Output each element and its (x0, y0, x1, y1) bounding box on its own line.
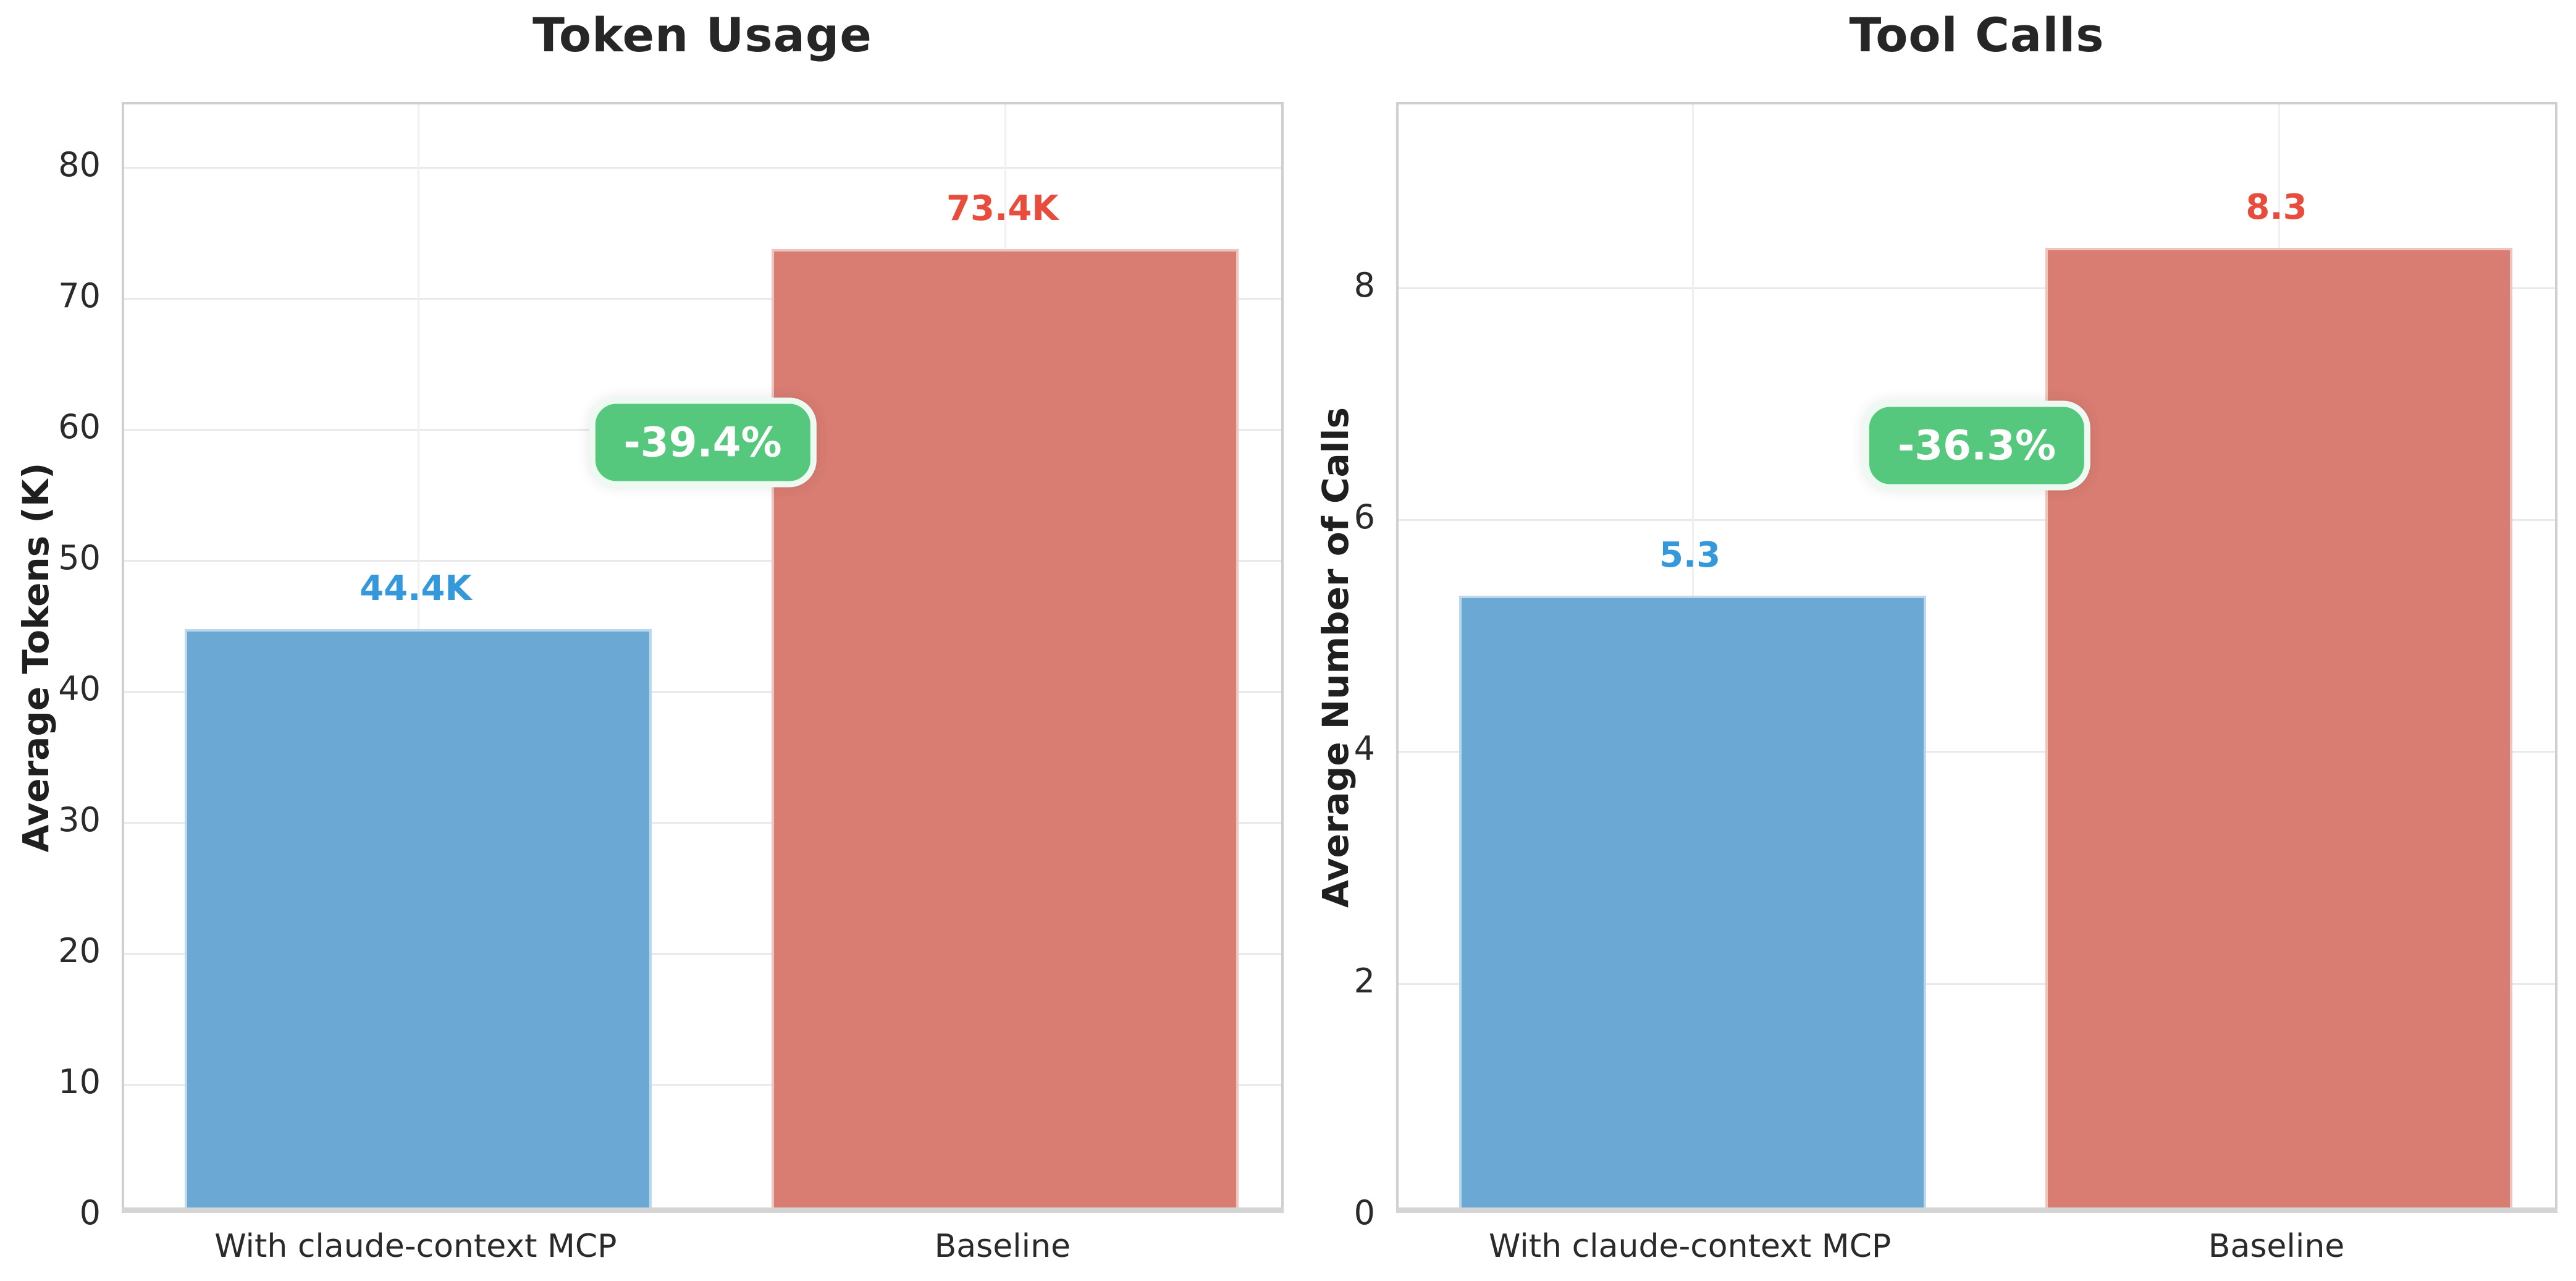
bar-baseline (2045, 248, 2513, 1211)
bar-baseline (771, 248, 1239, 1211)
plot-area (1396, 102, 2557, 1213)
y-tick-label: 4 (1353, 729, 1375, 769)
gridline-horizontal (124, 559, 1281, 562)
x-axis-spine (122, 1207, 1284, 1213)
gridline-horizontal (1399, 983, 2555, 985)
y-axis-label: Average Tokens (K) (15, 462, 57, 853)
x-tick-label: Baseline (934, 1228, 1071, 1265)
bar-value-label: 5.3 (1659, 535, 1721, 576)
gridline-horizontal (1399, 751, 2555, 753)
y-tick-label: 0 (79, 1193, 101, 1232)
gridline-horizontal (124, 297, 1281, 300)
y-tick-label: 6 (1353, 497, 1375, 536)
chart-title: Token Usage (532, 7, 872, 62)
reduction-badge: -39.4% (589, 397, 817, 488)
bar-value-label: 8.3 (2246, 187, 2307, 228)
plot-area (122, 102, 1284, 1213)
bar-value-label: 73.4K (946, 188, 1059, 229)
x-axis-spine (1396, 1207, 2557, 1213)
y-tick-label: 50 (58, 538, 101, 577)
gridline-horizontal (124, 690, 1281, 693)
gridline-horizontal (124, 952, 1281, 955)
y-tick-label: 2 (1353, 961, 1375, 1000)
y-tick-label: 70 (58, 276, 101, 315)
y-tick-label: 80 (58, 145, 101, 184)
gridline-horizontal (124, 166, 1281, 169)
x-tick-label: Baseline (2208, 1228, 2345, 1265)
reduction-badge: -36.3% (1863, 400, 2091, 491)
bar-mcp (184, 628, 652, 1211)
bar-mcp (1458, 596, 1926, 1211)
gridline-horizontal (124, 821, 1281, 824)
y-tick-label: 20 (58, 931, 101, 970)
chart-title: Tool Calls (1849, 7, 2105, 62)
y-tick-label: 0 (1353, 1193, 1375, 1232)
y-tick-label: 8 (1353, 265, 1375, 305)
x-tick-label: With claude-context MCP (1488, 1228, 1892, 1265)
gridline-horizontal (1399, 518, 2555, 521)
x-tick-label: With claude-context MCP (214, 1228, 617, 1265)
y-tick-label: 60 (58, 407, 101, 446)
y-tick-label: 10 (58, 1062, 101, 1101)
bar-value-label: 44.4K (360, 568, 472, 609)
y-tick-label: 30 (58, 800, 101, 839)
gridline-horizontal (1399, 287, 2555, 289)
gridline-horizontal (124, 1083, 1281, 1086)
y-tick-label: 40 (58, 669, 101, 708)
